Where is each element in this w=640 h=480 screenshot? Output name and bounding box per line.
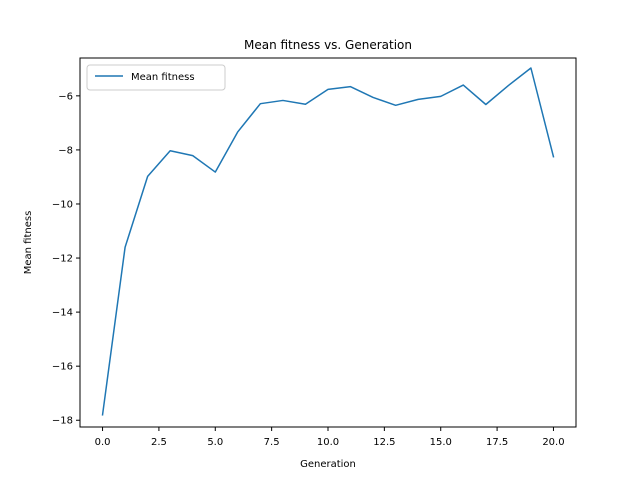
- y-tick-label: −10: [52, 199, 73, 210]
- series-line-mean-fitness: [101, 67, 555, 416]
- y-tick-label: −12: [52, 254, 73, 265]
- data-point: [237, 131, 239, 133]
- y-axis-ticks: −18 −16 −14 −12 −10 −8 −6: [52, 91, 80, 427]
- x-tick-label: 0.0: [95, 437, 111, 448]
- x-tick-label: 5.0: [207, 437, 223, 448]
- y-tick-label: −6: [58, 91, 73, 102]
- chart-title: Mean fitness vs. Generation: [244, 38, 412, 52]
- data-point: [214, 171, 216, 173]
- data-point: [530, 67, 532, 69]
- x-tick-label: 20.0: [542, 437, 564, 448]
- data-point: [327, 89, 329, 91]
- data-point: [192, 155, 194, 157]
- data-point: [508, 85, 510, 87]
- plot-area: [80, 58, 576, 427]
- data-point: [485, 104, 487, 106]
- legend-label: Mean fitness: [131, 72, 195, 83]
- x-tick-label: 10.0: [317, 437, 339, 448]
- data-point: [440, 96, 442, 98]
- x-axis-ticks: 0.0 2.5 5.0 7.5 10.0 12.5 15.0 17.5 20.0: [95, 427, 565, 448]
- legend-box: [86, 64, 226, 91]
- data-point: [553, 156, 555, 158]
- data-point: [372, 97, 374, 99]
- data-point: [102, 414, 104, 416]
- data-point: [147, 176, 149, 178]
- data-point: [350, 86, 352, 88]
- data-point: [169, 150, 171, 152]
- data-point: [260, 103, 262, 105]
- data-point: [462, 84, 464, 86]
- data-point: [124, 246, 126, 248]
- y-axis-label: Mean fitness: [23, 211, 34, 275]
- data-point: [282, 100, 284, 102]
- y-tick-label: −14: [52, 308, 73, 319]
- series-layer: [101, 67, 555, 416]
- data-point: [395, 105, 397, 107]
- plot-frame: [79, 57, 577, 428]
- y-tick-label: −16: [52, 362, 73, 373]
- legend: Mean fitness: [86, 64, 226, 91]
- y-tick-label: −8: [58, 145, 73, 156]
- x-tick-label: 7.5: [264, 437, 280, 448]
- data-point: [417, 99, 419, 101]
- data-point: [305, 103, 307, 105]
- x-tick-label: 2.5: [151, 437, 167, 448]
- y-tick-label: −18: [52, 416, 73, 427]
- x-tick-label: 12.5: [373, 437, 395, 448]
- x-tick-label: 15.0: [430, 437, 452, 448]
- x-axis-label: Generation: [300, 459, 356, 470]
- x-tick-label: 17.5: [486, 437, 508, 448]
